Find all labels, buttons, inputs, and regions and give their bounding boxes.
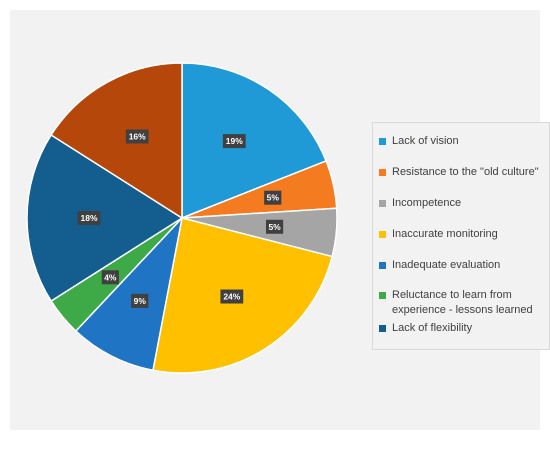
data-label-box — [222, 134, 246, 149]
data-label: 16% — [125, 129, 149, 144]
pie-slice — [74, 215, 184, 372]
data-label-box — [101, 270, 119, 285]
data-label-text: 5% — [267, 193, 280, 203]
legend-label: Inadequate evaluation — [392, 259, 501, 271]
pie-slice — [26, 133, 184, 303]
data-label-box — [77, 211, 101, 225]
legend-label: Resistance to the "old culture" — [392, 166, 539, 178]
legend-swatch — [379, 200, 386, 207]
legend: Lack of vision Resistance to the "old cu… — [372, 122, 550, 350]
data-label-box — [220, 289, 244, 304]
legend-swatch — [379, 138, 386, 145]
data-label: 24% — [220, 289, 244, 304]
data-label-text: 19% — [226, 136, 243, 146]
pie-chart: 19% 5% 5% 24% 9% 4% 18% 16% — [26, 62, 338, 374]
data-label: 9% — [131, 293, 149, 308]
legend-label: Reluctance to learn from experience - le… — [392, 289, 533, 316]
data-label-text: 16% — [129, 132, 146, 142]
data-label-text: 9% — [134, 296, 147, 306]
data-label: 5% — [264, 190, 282, 205]
legend-item: Lack of vision — [379, 134, 542, 149]
data-label: 4% — [101, 270, 119, 285]
data-label-box — [265, 219, 284, 234]
legend-label: Lack of flexibility — [392, 322, 473, 334]
legend-swatch — [379, 325, 386, 332]
chart-area: 19% 5% 5% 24% 9% 4% 18% 16% Lack of vision Resi… — [10, 10, 550, 430]
data-label-box — [125, 129, 149, 144]
legend-item: Incompetence — [379, 196, 542, 211]
legend-swatch — [379, 292, 386, 299]
legend-item: Inadequate evaluation — [379, 258, 542, 273]
data-label: 18% — [77, 211, 101, 225]
legend-swatch — [379, 262, 386, 269]
data-label-text: 18% — [80, 213, 97, 223]
data-label-text: 5% — [268, 222, 281, 232]
legend-swatch — [379, 169, 386, 176]
pie-slice — [50, 62, 183, 220]
data-label: 19% — [222, 134, 246, 149]
legend-item: Resistance to the "old culture" — [379, 165, 542, 180]
data-label: 5% — [265, 219, 284, 234]
legend-swatch — [379, 231, 386, 238]
legend-item: Reluctance to learn from experience - le… — [379, 288, 542, 318]
legend-item: Lack of flexibility — [379, 321, 542, 336]
legend-label: Incompetence — [392, 197, 462, 209]
data-label-box — [264, 190, 282, 205]
data-label-box — [131, 293, 149, 308]
data-label-text: 4% — [104, 272, 117, 282]
legend-label: Inaccurate monitoring — [392, 228, 498, 240]
data-label-text: 24% — [223, 292, 240, 302]
legend-item: Inaccurate monitoring — [379, 227, 542, 242]
pie-slice — [181, 62, 328, 220]
legend-label: Lack of vision — [392, 135, 459, 147]
